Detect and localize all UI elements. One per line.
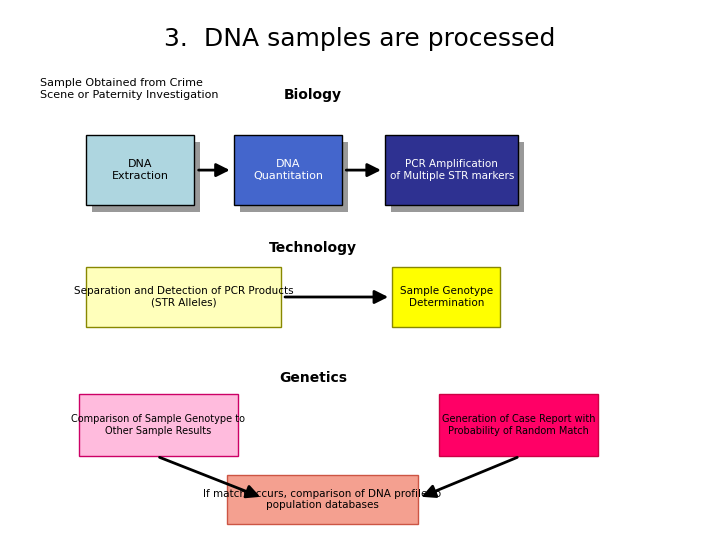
Bar [240,142,348,212]
Text: Comparison of Sample Genotype to
Other Sample Results: Comparison of Sample Genotype to Other S… [71,415,246,436]
Bar [439,394,598,456]
Text: Sample Genotype
Determination: Sample Genotype Determination [400,286,493,308]
Bar [86,135,194,205]
Bar [391,142,524,212]
Text: If match occurs, comparison of DNA profile to
population databases: If match occurs, comparison of DNA profi… [203,489,441,510]
Text: Technology: Technology [269,241,357,255]
Text: PCR Amplification
of Multiple STR markers: PCR Amplification of Multiple STR marker… [390,159,514,181]
Text: DNA
Quantitation: DNA Quantitation [253,159,323,181]
Text: Separation and Detection of PCR Products
(STR Alleles): Separation and Detection of PCR Products… [73,286,294,308]
Text: Sample Obtained from Crime
Scene or Paternity Investigation: Sample Obtained from Crime Scene or Pate… [40,78,218,100]
Text: Genetics: Genetics [279,371,347,385]
Bar [92,142,200,212]
Bar [79,394,238,456]
Text: DNA
Extraction: DNA Extraction [112,159,169,181]
Bar [234,135,342,205]
Text: 3.  DNA samples are processed: 3. DNA samples are processed [164,27,556,51]
Bar [86,267,281,327]
Text: Generation of Case Report with
Probability of Random Match: Generation of Case Report with Probabili… [441,415,595,436]
Bar [392,267,500,327]
Bar [385,135,518,205]
Text: Biology: Biology [284,87,342,102]
Bar [227,475,418,524]
